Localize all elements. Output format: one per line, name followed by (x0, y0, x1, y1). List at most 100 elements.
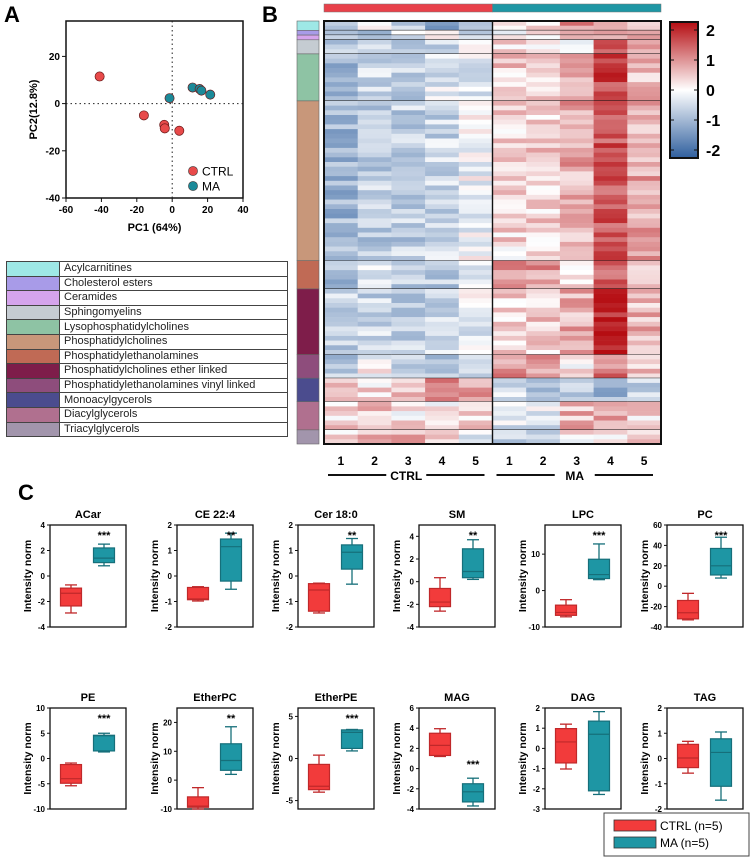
heatmap-cell (324, 119, 358, 125)
heatmap-cell (593, 176, 628, 182)
heatmap-cell (324, 30, 358, 36)
legend-label: Phosphatidylethanolamines vinyl linked (59, 377, 288, 394)
heatmap-cell (425, 312, 460, 318)
group-bar-ctrl (323, 3, 493, 13)
heatmap-cell (593, 241, 628, 247)
y-axis-label: Intensity norm (270, 540, 282, 612)
heatmap-cell (559, 298, 594, 304)
heatmap-cell (492, 345, 527, 351)
heatmap-cell (593, 429, 628, 435)
heatmap-cell (357, 345, 392, 351)
heatmap-cell (357, 227, 392, 233)
heatmap-cell (324, 77, 358, 83)
class-sidebar-block (296, 401, 320, 431)
heatmap-cell (526, 39, 561, 45)
boxplot-frame (418, 707, 496, 810)
heatmap-cell (593, 44, 628, 50)
heatmap-cell (391, 63, 426, 69)
heatmap-cell (526, 246, 561, 252)
heatmap-cell (458, 246, 493, 252)
heatmap-cell (391, 345, 426, 351)
y-axis-label: Intensity norm (391, 722, 403, 794)
heatmap-cell (458, 345, 493, 351)
y-tick-label: 0 (41, 572, 46, 581)
heatmap-cell (391, 246, 426, 252)
heatmap-cell (425, 326, 460, 332)
heatmap-cell (458, 110, 493, 116)
y-tick-label: -4 (407, 805, 415, 814)
heatmap-cell (324, 237, 358, 243)
heatmap-cell (492, 115, 527, 120)
box-ctrl (428, 587, 452, 608)
heatmap-cell (357, 96, 392, 102)
heatmap-cell (627, 194, 662, 200)
heatmap-cell (492, 82, 527, 88)
x-tick-label: -20 (130, 205, 145, 216)
heatmap-cell (391, 411, 426, 417)
heatmap-cell (526, 364, 561, 370)
heatmap-cell (324, 194, 358, 200)
heatmap-cell (425, 382, 460, 388)
colorbar-tick-label: -1 (706, 113, 720, 130)
heatmap-cell (357, 335, 392, 341)
heatmap-cell (526, 209, 561, 214)
heatmap-cell (559, 218, 594, 224)
legend-label-ma: MA (202, 180, 220, 194)
heatmap-cell (526, 72, 561, 78)
heatmap-cell (627, 232, 662, 238)
heatmap-cell (526, 129, 561, 135)
heatmap-cell (526, 100, 561, 106)
boxplot-frame (666, 524, 744, 628)
heatmap-cell (627, 223, 662, 229)
heatmap-cell (391, 133, 426, 139)
heatmap-cell (391, 124, 426, 130)
heatmap-cell (526, 30, 561, 36)
heatmap-cell (458, 335, 493, 341)
heatmap-cell (593, 91, 628, 97)
heatmap-cell (559, 152, 594, 158)
heatmap-cell (357, 387, 392, 393)
heatmap-cell (391, 223, 426, 229)
heatmap-cell (492, 35, 527, 41)
heatmap-cell (324, 190, 358, 196)
heatmap-cell (559, 392, 594, 398)
heatmap-cell (324, 162, 358, 167)
heatmap-cell (425, 194, 460, 200)
heatmap-cell (357, 364, 392, 370)
heatmap-cell (324, 359, 358, 365)
y-tick-label: -40 (650, 623, 662, 632)
x-tick-label: -60 (59, 205, 74, 216)
heatmap-cell (492, 100, 527, 106)
x-tick-label: 20 (202, 205, 214, 216)
legend-row: Phosphatidylcholines (6, 333, 288, 350)
heatmap-cell (357, 279, 392, 285)
heatmap-cell (425, 213, 460, 219)
heatmap-cell (593, 246, 628, 252)
heatmap-cell (458, 359, 493, 365)
box-ma (461, 548, 485, 579)
heatmap-cell (627, 63, 662, 69)
heatmap-cell (559, 373, 594, 379)
box-ma (461, 783, 485, 803)
heatmap-cell (324, 331, 358, 337)
heatmap-cell (357, 209, 392, 214)
heatmap-cell (627, 345, 662, 351)
heatmap-cell (627, 21, 662, 26)
heatmap-cell (593, 96, 628, 102)
heatmap-cell (526, 335, 561, 341)
significance-label: *** (98, 530, 112, 542)
class-sidebar-block (296, 30, 320, 36)
heatmap-cell (526, 439, 561, 445)
class-sidebar-block (296, 288, 320, 355)
heatmap-cell (357, 260, 392, 266)
box-ctrl (676, 599, 700, 620)
heatmap-cell (324, 321, 358, 327)
box-ctrl (676, 743, 700, 769)
heatmap-cell (593, 143, 628, 149)
y-tick-label: -1 (533, 765, 541, 774)
heatmap-cell (324, 72, 358, 78)
y-tick-label: 2 (410, 555, 415, 564)
heatmap-cell (324, 298, 358, 304)
heatmap-cell (627, 260, 662, 266)
heatmap-cell (357, 166, 392, 172)
